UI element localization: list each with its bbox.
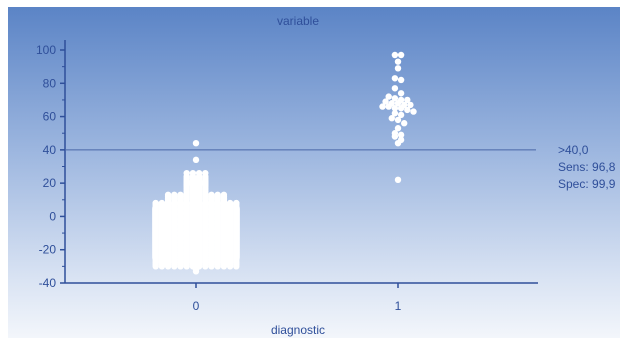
cutoff-value-label: >40,0 — [558, 143, 589, 157]
category-0-point — [152, 263, 159, 270]
category-1-point — [391, 51, 399, 59]
cutoff-specificity-label: Spec: 99,9 — [558, 177, 616, 191]
category-1-point — [379, 103, 386, 110]
chart-title: variable — [277, 14, 319, 28]
category-1-point — [397, 51, 405, 59]
category-1-point — [391, 95, 399, 102]
category-1-point — [401, 120, 408, 127]
category-1-point — [407, 101, 414, 109]
category-1-point — [394, 116, 402, 124]
category-0-point — [192, 268, 200, 275]
category-1-point — [394, 65, 402, 72]
category-1-point — [397, 131, 405, 139]
x-tick-label: 0 — [193, 299, 200, 313]
category-1-point — [397, 90, 405, 97]
category-1-point — [394, 100, 402, 107]
y-tick-label: 20 — [43, 176, 57, 190]
category-0-point — [202, 263, 209, 270]
data-points — [152, 51, 417, 275]
cutoff-sensitivity-label: Sens: 96,8 — [558, 160, 616, 174]
category-1-point — [385, 103, 392, 110]
y-tick-label: 100 — [36, 43, 56, 57]
y-tick-label: 40 — [43, 143, 57, 157]
y-tick-label: -40 — [39, 276, 57, 290]
category-1-point — [391, 110, 399, 117]
category-0-point — [214, 263, 221, 270]
category-0-point — [177, 263, 184, 270]
category-0-point — [171, 263, 178, 270]
category-1-point — [391, 75, 399, 82]
category-1-point — [404, 106, 411, 114]
y-tick-label: 60 — [43, 110, 57, 124]
category-1-point — [397, 76, 405, 84]
x-axis-label: diagnostic — [271, 323, 325, 337]
category-1-point — [404, 96, 411, 104]
category-1-point — [391, 85, 399, 92]
category-0-point — [164, 263, 172, 270]
y-tick-label: 0 — [49, 209, 56, 223]
category-0-point — [233, 263, 240, 270]
category-1-point — [397, 105, 405, 112]
category-1-point — [394, 176, 402, 184]
category-1-point — [397, 111, 405, 119]
category-1-point — [394, 125, 402, 132]
category-1-point — [388, 115, 395, 122]
cutoff-labels: >40,0 Sens: 96,8 Spec: 99,9 — [558, 143, 616, 191]
category-0-point — [226, 263, 234, 270]
category-1-point — [385, 93, 392, 100]
category-0-point — [220, 263, 228, 270]
category-0-point — [192, 140, 200, 147]
category-1-point — [391, 105, 399, 112]
y-tick-label: 80 — [43, 76, 57, 90]
category-0-point — [183, 263, 190, 270]
category-0-point — [158, 263, 166, 270]
y-tick-label: -20 — [39, 243, 57, 257]
y-axis-ticks: -40 -20 0 20 40 60 80 100 — [36, 43, 65, 290]
category-1-point — [391, 133, 399, 140]
x-tick-label: 1 — [395, 299, 402, 313]
category-0-point — [192, 156, 200, 164]
category-1-point — [394, 58, 402, 65]
category-0-point — [208, 263, 215, 270]
category-1-point — [394, 140, 402, 147]
category-1-point — [382, 98, 389, 105]
category-1-point — [410, 108, 417, 115]
